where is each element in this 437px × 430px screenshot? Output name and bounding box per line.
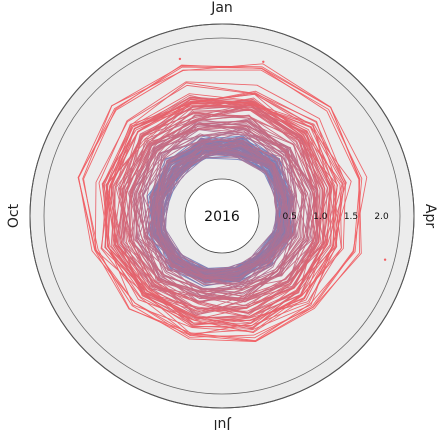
radial-tick-label: 0.5 — [283, 212, 297, 222]
spiral-year-line — [83, 64, 360, 343]
spiral-year-line — [98, 81, 346, 333]
radial-tick-label: 1.5 — [344, 212, 358, 222]
spiral-year-line — [101, 104, 330, 324]
spiral-year-line — [107, 92, 345, 328]
spiral-year-line — [117, 109, 315, 315]
peak-point — [383, 258, 387, 261]
spiral-year-line — [143, 134, 298, 285]
spiral-year-line — [146, 133, 291, 272]
center-year-label: 2016 — [204, 209, 240, 225]
spiral-year-line — [112, 106, 329, 318]
spiral-year-line — [133, 123, 313, 303]
spiral-year-line — [78, 66, 368, 339]
spiral-lines — [77, 57, 387, 343]
spiral-year-line — [130, 121, 298, 294]
spiral-year-line — [77, 69, 363, 342]
spiral-year-line — [161, 141, 286, 270]
peak-point — [178, 57, 182, 61]
radial-tick-labels: 0.5 1.0 1.5 2.0 — [283, 212, 389, 222]
peak-point — [262, 60, 265, 63]
spiral-year-line — [82, 65, 361, 342]
spiral-year-line — [102, 82, 338, 334]
month-label: Oct — [6, 203, 22, 228]
month-labels: Jan Apr Jul Oct — [6, 0, 437, 430]
center-hole — [184, 178, 260, 254]
spiral-year-line — [110, 101, 338, 322]
outer-ring — [29, 23, 415, 409]
month-label: Apr — [422, 204, 437, 228]
limit-ring — [43, 37, 401, 395]
radial-tick-label: 1.0 — [313, 212, 328, 222]
month-label: Jul — [214, 416, 232, 430]
spiral-year-line — [94, 84, 352, 335]
month-label: Jan — [210, 0, 233, 16]
spiral-year-line — [125, 126, 318, 293]
radial-tick-label: 2.0 — [374, 212, 389, 222]
